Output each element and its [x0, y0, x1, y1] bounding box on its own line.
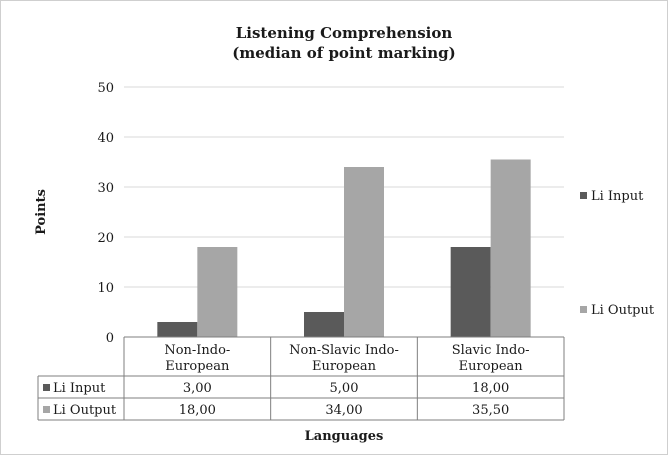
legend-label: Li Input: [591, 189, 644, 204]
data-value-label: 34,00: [325, 403, 362, 418]
bar: [197, 247, 238, 337]
bar: [157, 322, 198, 337]
table-series-name: Li Input: [53, 381, 106, 396]
legend-swatch: [580, 192, 587, 199]
bar: [450, 247, 491, 337]
legend: Li Input Li Output: [580, 189, 655, 318]
x-axis-label: Languages: [305, 429, 384, 444]
category-label: European: [165, 359, 230, 374]
chart-title-line-2: (median of point marking): [232, 44, 456, 62]
y-tick-label: 50: [97, 81, 114, 96]
table-legend-key: [43, 384, 50, 391]
data-value-label: 18,00: [179, 403, 216, 418]
y-tick-label: 40: [97, 131, 114, 146]
data-value-label: 5,00: [330, 381, 359, 396]
category-label: European: [459, 359, 524, 374]
category-label: European: [312, 359, 377, 374]
legend-swatch: [580, 306, 587, 313]
y-tick-label: 30: [97, 181, 114, 196]
y-tick-label: 20: [97, 231, 114, 246]
chart-title-line-1: Listening Comprehension: [236, 24, 453, 42]
table-legend-key: [43, 406, 50, 413]
data-value-label: 3,00: [183, 381, 212, 396]
table-series-name: Li Output: [53, 403, 117, 418]
y-tick-label: 10: [97, 281, 114, 296]
category-label: Non-Indo-: [164, 343, 230, 358]
y-tick-label: 0: [106, 331, 114, 346]
category-label: Slavic Indo-: [452, 343, 530, 358]
y-axis-label: Points: [34, 189, 49, 235]
bar: [344, 167, 384, 337]
bar: [304, 312, 344, 337]
bars: [157, 159, 531, 337]
legend-label: Li Output: [591, 303, 655, 318]
data-value-label: 18,00: [472, 381, 509, 396]
category-label: Non-Slavic Indo-: [289, 343, 399, 358]
bar: [490, 159, 531, 337]
y-axis-ticks: 0 10 20 30 40 50: [97, 81, 114, 346]
data-value-label: 35,50: [472, 403, 509, 418]
